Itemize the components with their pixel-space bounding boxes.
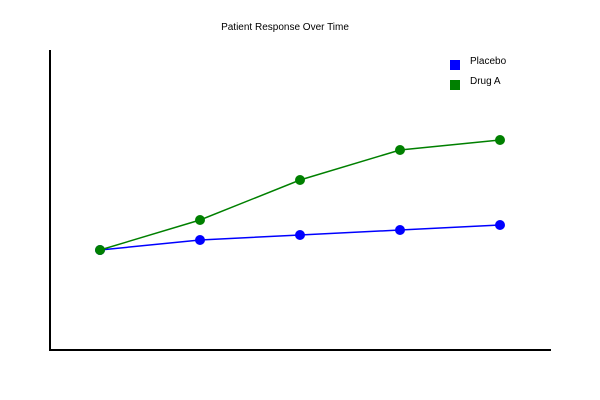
data-point-placebo-1 — [195, 235, 205, 245]
series-layer — [95, 135, 505, 255]
legend: Placebo Drug A — [450, 56, 507, 90]
data-point-placebo-2 — [295, 230, 305, 240]
data-point-placebo-3 — [395, 225, 405, 235]
series-drug-a — [95, 135, 505, 255]
data-point-drug-a-1 — [195, 215, 205, 225]
legend-label-drug-a: Drug A — [470, 76, 501, 87]
data-point-placebo-4 — [495, 220, 505, 230]
legend-swatch-drug-a — [450, 80, 460, 90]
data-point-drug-a-3 — [395, 145, 405, 155]
data-point-drug-a-2 — [295, 175, 305, 185]
chart-title: Patient Response Over Time — [221, 22, 349, 33]
series-placebo — [95, 220, 505, 255]
data-point-drug-a-4 — [495, 135, 505, 145]
legend-label-placebo: Placebo — [470, 56, 507, 67]
data-point-drug-a-0 — [95, 245, 105, 255]
legend-swatch-placebo — [450, 60, 460, 70]
